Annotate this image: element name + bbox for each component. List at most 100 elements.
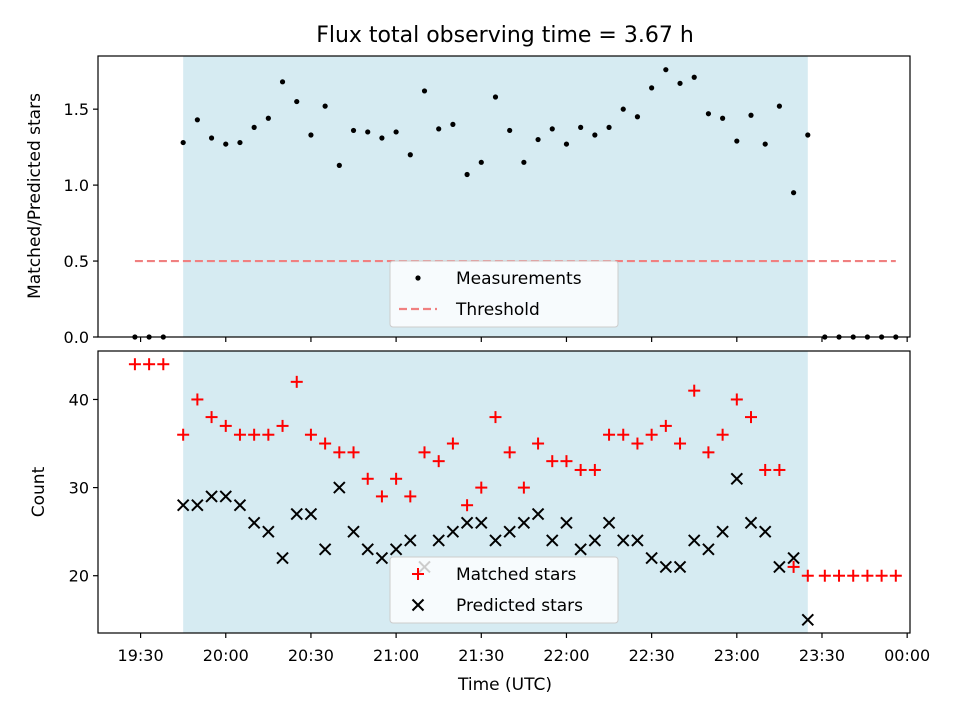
measurement-point [663, 67, 669, 73]
predicted-star-marker [347, 525, 360, 538]
axes-frame [97, 350, 911, 634]
predicted-star-marker [262, 525, 275, 538]
measurement-point [322, 103, 328, 109]
matched-star-marker [489, 411, 502, 424]
measurement-point [365, 129, 371, 135]
measurement-point [691, 74, 697, 80]
matched-star-marker [347, 446, 360, 459]
y-tick-label: 20 [69, 567, 89, 586]
measurement-point [805, 132, 811, 138]
y-tick-label: 0.0 [64, 328, 89, 347]
x-tick-label: 00:00 [884, 646, 930, 665]
predicted-star-marker [276, 551, 289, 565]
x-axis-label: Time (UTC) [457, 675, 552, 695]
matched-star-marker [219, 419, 232, 432]
matched-star-marker [716, 428, 729, 441]
matched-star-marker [233, 428, 246, 441]
predicted-star-marker [631, 534, 644, 547]
measurement-point [265, 115, 271, 121]
matched-star-marker [319, 437, 332, 450]
predicted-star-marker [517, 516, 531, 530]
measurement-point [563, 141, 570, 147]
predicted-star-marker [546, 534, 559, 547]
matched-star-marker [674, 437, 687, 450]
measurement-point [762, 141, 768, 147]
y-tick-label: 0.5 [64, 252, 89, 271]
x-tick-label: 20:30 [288, 646, 334, 665]
y-tick-label: 40 [69, 390, 89, 409]
x-tick-label: 22:00 [543, 646, 589, 665]
matched-star-marker [787, 560, 800, 573]
predicted-star-marker [673, 560, 687, 574]
matched-star-marker [861, 569, 874, 582]
predicted-star-marker [489, 534, 502, 547]
predicted-star-marker [318, 543, 332, 556]
matched-star-marker [418, 446, 431, 459]
predicted-star-marker [617, 534, 630, 547]
measurement-point [507, 127, 513, 134]
y-axis-label-count: Count [29, 466, 49, 517]
matched-star-marker [361, 472, 374, 485]
measurement-point [720, 115, 726, 121]
measurement-point [294, 98, 300, 105]
predicted-star-marker [375, 551, 389, 565]
predicted-star-marker [758, 525, 772, 538]
matched-star-marker [818, 569, 831, 582]
matched-star-marker [390, 472, 403, 485]
matched-star-marker [631, 437, 644, 450]
matched-star-marker [404, 490, 417, 503]
predicted-star-marker [588, 534, 602, 547]
y-tick-label: 30 [69, 479, 89, 498]
matched-star-marker [546, 455, 559, 468]
legend-box [389, 556, 619, 624]
matched-star-marker [702, 446, 715, 459]
measurement-point [521, 159, 527, 165]
matched-star-marker [645, 428, 658, 441]
matched-star-marker [560, 455, 573, 468]
predicted-star-marker [304, 507, 318, 521]
matched-star-marker [617, 428, 630, 441]
matched-star-marker [745, 411, 758, 424]
panel-counts: 20 30 40 19:30 20:00 20:30 21:00 21:30 22:00 22:3… [69, 350, 930, 665]
legend-box [389, 260, 619, 328]
measurement-point [677, 80, 683, 86]
x-tick-label: 21:30 [458, 646, 504, 665]
legend-plus-icon [412, 568, 424, 580]
predicted-star-marker [688, 534, 701, 547]
predicted-star-marker [702, 543, 715, 556]
measurement-point [308, 132, 314, 138]
matched-star-marker [801, 569, 814, 582]
panel-ratio: 0.0 0.5 1.0 1.5 Measurements Threshold [64, 55, 911, 347]
measurement-point [606, 124, 612, 130]
measurement-point [734, 138, 740, 144]
matched-star-marker [875, 569, 888, 582]
measurement-point [748, 112, 754, 118]
predicted-star-marker [645, 551, 658, 565]
predicted-star-marker [205, 490, 218, 503]
matched-star-marker [128, 358, 141, 371]
legend: Matched stars Predicted stars [389, 556, 619, 624]
matched-star-marker [847, 569, 860, 582]
x-tick-label: 22:30 [629, 646, 675, 665]
axes-frame [97, 55, 911, 338]
measurement-point [592, 132, 598, 138]
measurement-point [180, 139, 186, 146]
matched-star-marker [889, 569, 902, 582]
predicted-star-marker [503, 525, 516, 538]
predicted-star-marker [446, 525, 460, 538]
predicted-star-marker [574, 543, 587, 556]
matched-star-marker [759, 463, 772, 476]
matched-star-marker [730, 393, 743, 406]
measurement-point [279, 79, 286, 85]
matched-star-marker [603, 428, 616, 441]
matched-star-marker [304, 428, 317, 441]
x-tick-label: 23:30 [799, 646, 845, 665]
predicted-star-marker [659, 560, 673, 574]
measurement-point [535, 136, 541, 143]
predicted-star-marker [191, 499, 204, 512]
matched-star-marker [205, 411, 218, 424]
y-axis-label-ratio: Matched/Predicted stars [25, 93, 45, 299]
predicted-star-marker [801, 613, 814, 626]
matched-star-marker [143, 358, 156, 371]
predicted-star-marker [716, 525, 729, 538]
